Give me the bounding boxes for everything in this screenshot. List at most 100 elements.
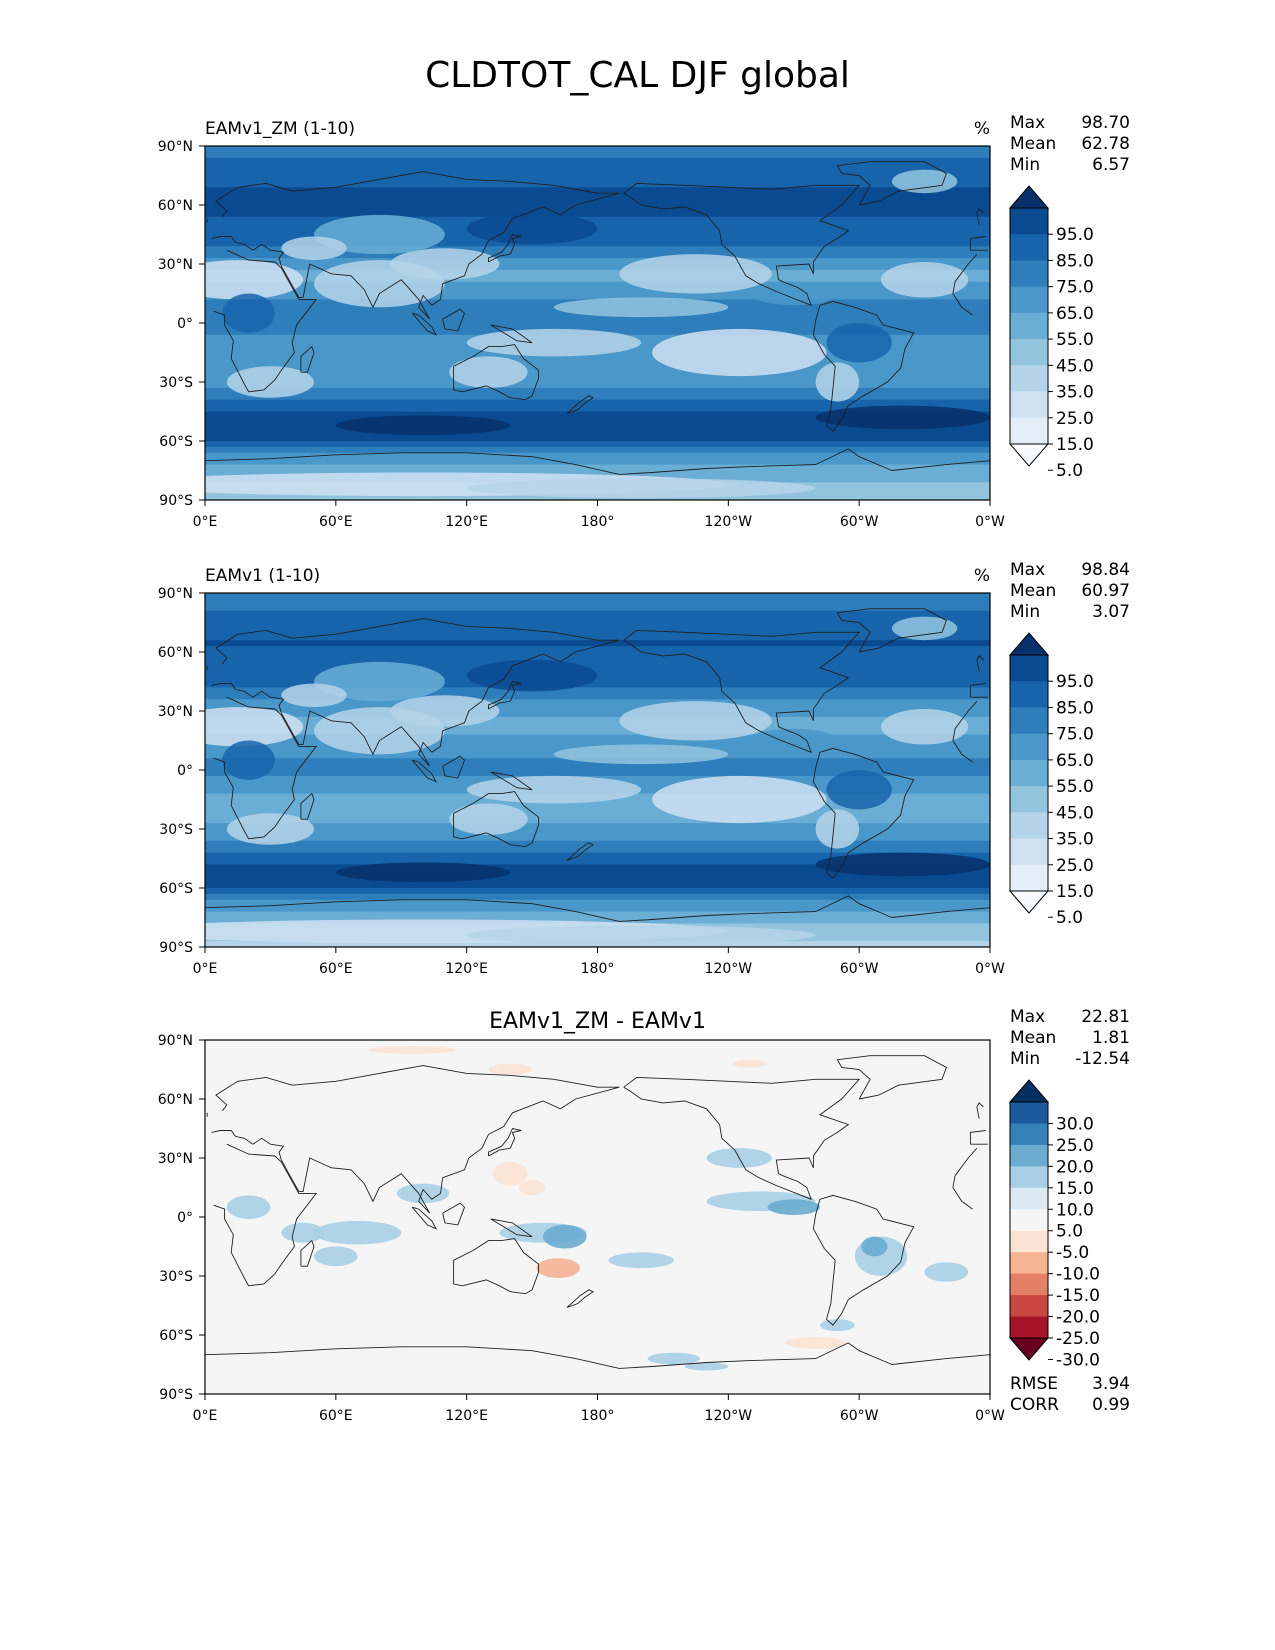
colorbar-bin xyxy=(1010,1209,1048,1232)
field-patch xyxy=(205,260,304,300)
field-patch xyxy=(608,1252,674,1269)
colorbar: 95.0 85.0 75.0 65.0 55.0 45.0 35.0 25.0 15.0 5.0 xyxy=(1008,632,1094,928)
field-band xyxy=(205,840,990,848)
field-band xyxy=(205,829,990,836)
field-band xyxy=(205,317,990,324)
x-tick-label: 120°E xyxy=(445,961,488,977)
field-band xyxy=(205,905,990,913)
field-patch xyxy=(390,248,500,280)
field-patch xyxy=(449,356,528,388)
colorbar-bin xyxy=(1010,655,1048,682)
coastline-north-america xyxy=(623,629,861,754)
field-patch xyxy=(466,212,598,245)
field-band xyxy=(205,405,990,413)
y-tick-label: 60°S xyxy=(159,434,193,450)
field-band xyxy=(205,222,990,230)
field-band xyxy=(205,663,990,671)
coastline-australia xyxy=(453,1238,540,1295)
field-band xyxy=(205,640,990,647)
colorbar-bin xyxy=(1010,234,1048,261)
field-band xyxy=(205,281,990,289)
field-band xyxy=(205,705,990,712)
stat-value-max: 98.70 xyxy=(1081,113,1130,133)
panel-3: 90°N 60°N 30°N 0° 30°S 60°S 90°S0°E 60°E 120°E 18… xyxy=(158,1007,1130,1424)
field-band xyxy=(205,834,990,842)
field-band xyxy=(205,234,990,241)
field-band xyxy=(205,770,990,777)
stat-label-max: Max xyxy=(1010,1007,1045,1027)
field-band xyxy=(205,187,990,194)
colorbar-tick-label: 85.0 xyxy=(1056,251,1094,271)
field-band xyxy=(205,169,990,177)
y-tick-label: 90°S xyxy=(159,1387,193,1403)
y-tick-label: 60°N xyxy=(158,1092,193,1108)
field-patch xyxy=(226,813,315,845)
field-patch xyxy=(684,1362,729,1371)
coastline-australia xyxy=(453,344,540,401)
field-band xyxy=(205,246,990,253)
field-band xyxy=(205,805,990,812)
coastline-africa xyxy=(213,1143,978,1287)
stat-label-min: Min xyxy=(1010,1049,1040,1069)
coastline-africa xyxy=(213,696,978,840)
field-band xyxy=(205,393,990,401)
x-tick-label: 120°W xyxy=(705,1408,753,1424)
field-band xyxy=(205,681,990,688)
y-tick-label: 30°S xyxy=(159,1269,193,1285)
colorbar-tick-label: 5.0 xyxy=(1056,1222,1083,1242)
coastline-borneo xyxy=(442,308,466,332)
colorbar-bin xyxy=(1010,1102,1048,1124)
colorbar-bin xyxy=(1010,681,1048,708)
x-tick-label: 180° xyxy=(581,514,615,530)
colorbar-tick-label: 5.0 xyxy=(1056,461,1083,481)
colorbar-bin xyxy=(1010,208,1048,235)
field-band xyxy=(205,452,990,460)
field-band xyxy=(205,252,990,259)
coastline-africa xyxy=(213,249,978,393)
coastline-greenland xyxy=(836,608,947,653)
field-patch xyxy=(619,701,772,741)
field-band xyxy=(205,669,990,677)
field-band xyxy=(205,604,990,612)
field-band xyxy=(205,387,990,395)
field-patch xyxy=(652,328,827,377)
y-tick-label: 30°N xyxy=(158,1151,193,1167)
coastline-north-america xyxy=(623,182,861,307)
field-band xyxy=(205,258,990,265)
field-patch xyxy=(826,323,892,363)
coastline-new-zealand xyxy=(566,1289,595,1308)
field-band xyxy=(205,622,990,629)
coastline-antarctica xyxy=(205,1342,990,1394)
colorbar-tick-label: 5.0 xyxy=(1056,908,1083,928)
field-band xyxy=(205,593,990,600)
field-band xyxy=(205,899,990,907)
field-patch xyxy=(466,478,816,499)
coastline-japan xyxy=(488,1127,522,1157)
colorbar-tick-label: 45.0 xyxy=(1056,803,1094,823)
field-band xyxy=(205,399,990,407)
stat-value-min: 6.57 xyxy=(1092,155,1130,175)
field-band xyxy=(205,210,990,218)
coastline-sumatra xyxy=(411,1206,438,1230)
colorbar-tick-label: 10.0 xyxy=(1056,1200,1094,1220)
field-patch xyxy=(750,728,838,753)
figure-title: CLDTOT_CAL DJF global xyxy=(425,55,850,96)
colorbar-bin xyxy=(1010,312,1048,340)
colorbar-bin xyxy=(1010,1123,1048,1146)
colorbar-bin xyxy=(1010,1187,1048,1210)
panel-1: 90°N 60°N 30°N 0° 30°S 60°S 90°S0°E 60°E 120°E 18… xyxy=(158,113,1130,530)
field-band xyxy=(205,364,990,371)
field-band xyxy=(205,275,990,283)
field-patch xyxy=(924,1262,969,1282)
stat-label-min: Min xyxy=(1010,155,1040,175)
metric-value-corr: 0.99 xyxy=(1092,1395,1130,1415)
colorbar-bin xyxy=(1010,365,1048,392)
stat-value-max: 22.81 xyxy=(1081,1007,1130,1027)
field-band xyxy=(205,734,990,742)
colorbar-tick-label: 65.0 xyxy=(1056,751,1094,771)
colorbar-tick-label: -15.0 xyxy=(1056,1286,1100,1306)
stat-label-max: Max xyxy=(1010,560,1045,580)
field-patch xyxy=(542,1224,587,1249)
coastline-madagascar xyxy=(300,1239,315,1267)
colorbar-tick-label: 55.0 xyxy=(1056,330,1094,350)
